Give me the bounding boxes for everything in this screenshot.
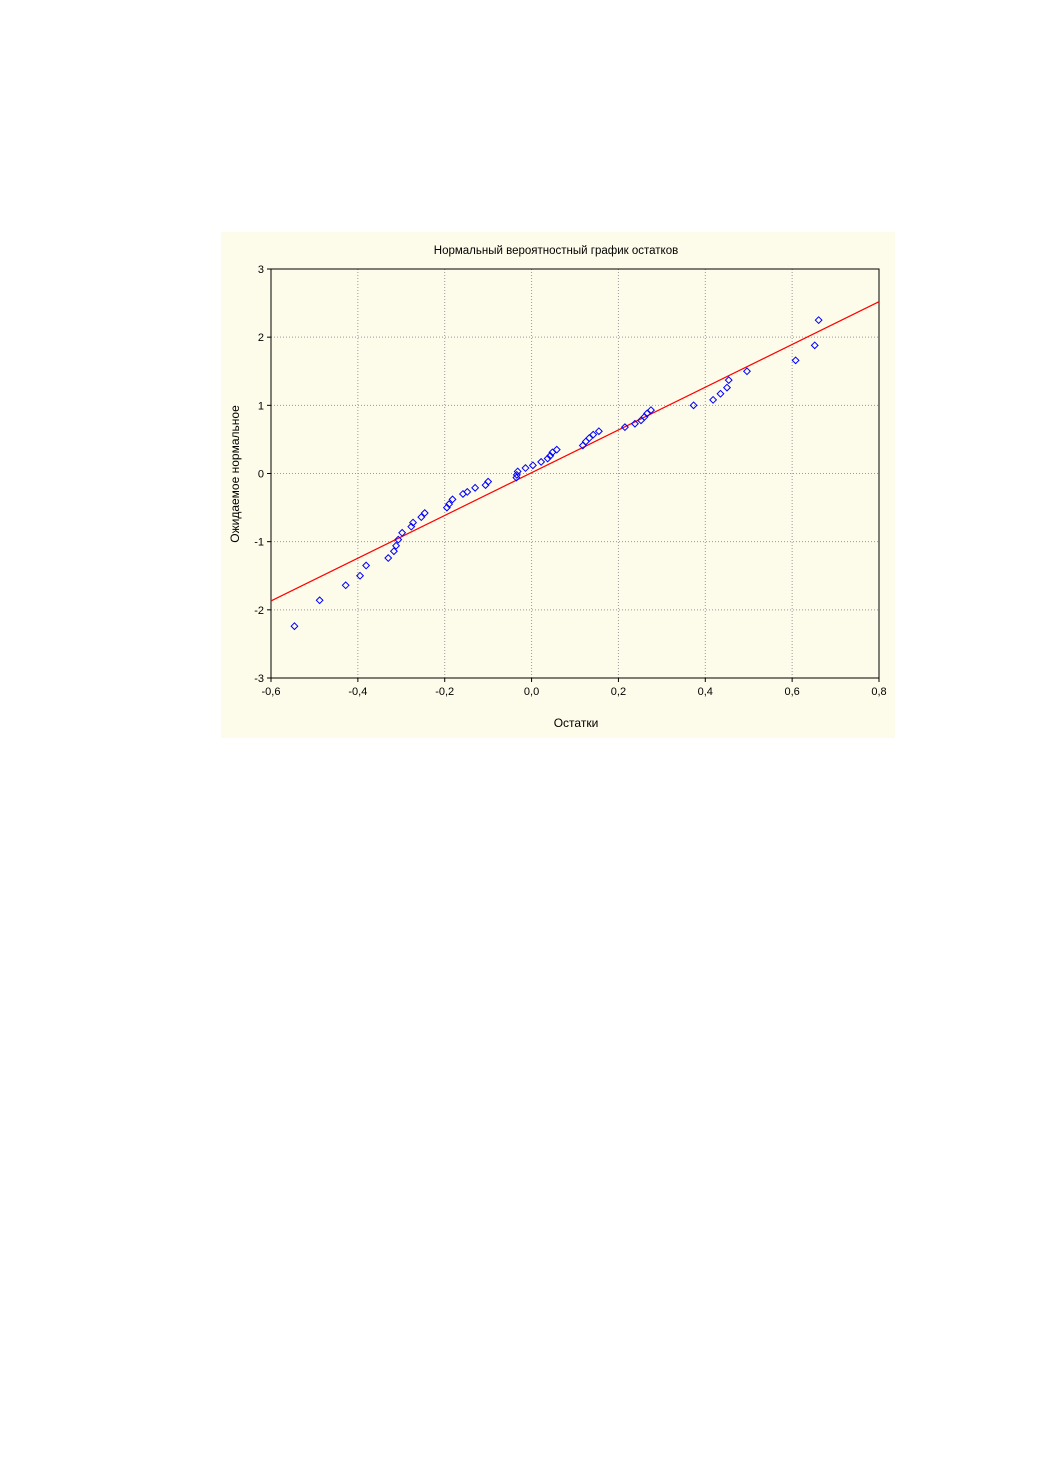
data-point — [630, 419, 639, 428]
fit-line — [270, 301, 880, 602]
data-point — [398, 528, 407, 537]
data-point — [384, 554, 393, 563]
data-point — [585, 434, 594, 443]
data-point — [742, 367, 751, 376]
chart-title: Нормальный вероятностный график остатков — [434, 245, 678, 257]
data-point — [543, 454, 552, 463]
x-tick-label: -0,4 — [348, 686, 367, 698]
data-point — [458, 489, 467, 498]
data-point — [389, 547, 398, 556]
y-tick-label: 3 — [258, 264, 264, 276]
data-point — [445, 500, 454, 509]
y-tick-label: 0 — [258, 469, 264, 481]
data-point — [392, 541, 401, 550]
y-tick-label: 1 — [258, 400, 264, 412]
data-point — [552, 445, 561, 454]
x-tick-label: -0,6 — [262, 686, 281, 698]
y-tick-label: -2 — [254, 605, 264, 617]
x-tick-label: 0,6 — [784, 686, 799, 698]
data-point — [290, 622, 299, 631]
data-point — [581, 437, 590, 446]
data-point — [643, 409, 652, 418]
x-tick-label: 0,8 — [871, 686, 886, 698]
data-point — [722, 383, 732, 392]
data-point — [716, 389, 725, 398]
data-point — [442, 503, 451, 512]
data-point — [362, 561, 371, 570]
data-point — [513, 467, 522, 476]
grid-lines — [271, 269, 879, 678]
chart-panel: Нормальный вероятностный график остатков… — [221, 232, 895, 738]
x-axis-title: Остатки — [554, 716, 599, 730]
data-point — [594, 427, 603, 436]
data-point — [810, 341, 819, 350]
data-point — [394, 535, 403, 544]
data-point — [724, 376, 733, 385]
data-point — [537, 457, 546, 466]
data-point — [689, 401, 698, 410]
data-point — [356, 571, 365, 580]
data-point — [417, 513, 426, 522]
reference-line-layer — [270, 301, 880, 602]
x-tick-label: 0,4 — [698, 686, 713, 698]
data-point — [589, 430, 598, 439]
data-point — [448, 495, 457, 504]
data-point — [463, 487, 472, 496]
data-point — [471, 483, 480, 492]
data-point — [709, 395, 718, 404]
data-point — [484, 477, 493, 486]
data-point — [528, 461, 537, 470]
data-point — [521, 464, 530, 473]
y-axis-ticks: 3 2 1 0 -1 -2 -3 — [254, 264, 271, 685]
y-tick-label: -1 — [254, 537, 264, 549]
data-point — [341, 581, 350, 590]
normal-probability-plot: Нормальный вероятностный график остатков… — [228, 245, 887, 730]
x-tick-label: -0,2 — [435, 686, 454, 698]
data-point — [646, 406, 656, 415]
data-point — [620, 423, 629, 432]
data-point — [814, 316, 823, 325]
data-point — [409, 518, 418, 527]
x-axis-ticks: -0,6 -0,4 -0,2 0,0 0,2 0,4 0,6 0,8 — [262, 678, 887, 698]
y-tick-label: -3 — [254, 673, 264, 685]
data-point — [315, 596, 324, 605]
data-point — [546, 451, 555, 460]
x-tick-label: 0,0 — [524, 686, 539, 698]
data-point — [420, 509, 429, 518]
y-tick-label: 2 — [258, 332, 264, 344]
data-point — [791, 356, 800, 365]
x-tick-label: 0,2 — [611, 686, 626, 698]
data-points — [290, 316, 823, 631]
y-axis-title: Ожидаемое нормальное — [228, 405, 242, 543]
